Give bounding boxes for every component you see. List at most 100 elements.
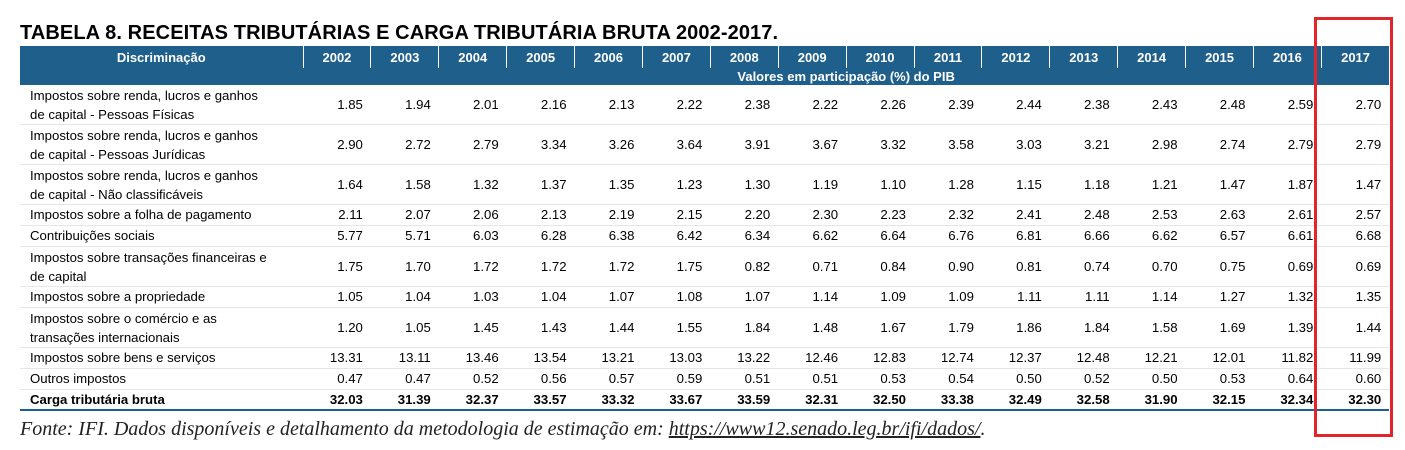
value-cell: 12.21 [1117,347,1186,369]
value-cell: 2.30 [778,204,847,226]
value-cell: 2.98 [1117,124,1186,165]
value-cell: 1.44 [1321,307,1390,348]
value-cell: 2.07 [370,204,439,226]
value-cell: 3.58 [914,124,982,165]
value-cell: 1.23 [642,164,711,205]
value-cell: 3.26 [574,124,643,165]
header-year: 2006 [574,46,643,68]
value-cell: 1.15 [981,164,1050,205]
table-row: Impostos sobre o comércio e as transações… [20,307,1390,348]
value-cell: 2.06 [438,204,507,226]
value-cell: 2.79 [1253,124,1322,165]
value-cell: 6.62 [778,225,847,247]
row-label: Impostos sobre a folha de pagamento [20,204,303,226]
value-cell: 1.84 [1049,307,1118,348]
value-cell: 13.22 [710,347,779,369]
value-cell: 0.64 [1253,368,1322,390]
total-label: Carga tributária bruta [20,389,303,411]
value-cell: 1.84 [710,307,779,348]
row-label-line: Impostos sobre renda, lucros e ganhos [30,167,258,183]
row-label-line: Impostos sobre a folha de pagamento [30,207,252,222]
table-row: Impostos sobre bens e serviços 13.31 13.11… [20,347,1390,369]
header-year: 2007 [642,46,711,68]
value-cell: 2.01 [438,85,507,125]
value-cell: 1.19 [778,164,847,205]
value-cell: 2.41 [981,204,1050,226]
source-suffix: . [980,418,986,440]
row-label-line: de capital - Não classificáveis [30,186,203,202]
value-cell: 1.32 [1253,286,1322,308]
value-cell: 32.50 [846,389,915,411]
header-year: 2012 [981,46,1051,68]
value-cell: 0.69 [1253,246,1322,287]
value-cell: 2.59 [1253,85,1322,125]
value-cell: 1.05 [303,286,371,308]
value-cell: 1.32 [438,164,507,205]
header-year: 2016 [1253,46,1322,68]
value-cell: 12.01 [1185,347,1254,369]
value-cell: 1.09 [914,286,982,308]
value-cell: 12.83 [846,347,915,369]
value-cell: 0.75 [1185,246,1254,287]
value-cell: 0.60 [1321,368,1390,390]
value-cell: 1.05 [370,307,439,348]
value-cell: 12.48 [1049,347,1118,369]
value-cell: 3.64 [642,124,711,165]
value-cell: 2.19 [574,204,643,226]
value-cell: 1.45 [438,307,507,348]
row-label: Impostos sobre a propriedade [20,286,303,308]
value-cell: 0.71 [778,246,847,287]
source-link[interactable]: https://www12.senado.leg.br/ifi/dados/ [668,418,981,440]
value-cell: 6.81 [981,225,1050,247]
value-cell: 33.32 [574,389,643,411]
value-cell: 2.16 [506,85,575,125]
value-cell: 32.49 [981,389,1050,411]
value-cell: 6.68 [1321,225,1390,247]
value-cell: 6.38 [574,225,643,247]
value-cell: 1.47 [1321,164,1390,205]
value-cell: 1.70 [370,246,439,287]
value-cell: 2.26 [846,85,915,125]
value-cell: 1.86 [981,307,1050,348]
row-label-line: Impostos sobre renda, lucros e ganhos [30,87,258,103]
value-cell: 12.74 [914,347,982,369]
row-label-line: Impostos sobre a propriedade [30,289,206,304]
value-cell: 1.28 [914,164,982,205]
row-label: Impostos sobre renda, lucros e ganhos de … [20,85,303,125]
header-year: 2004 [438,46,508,68]
value-cell: 1.10 [846,164,915,205]
value-cell: 11.99 [1321,347,1390,369]
value-cell: 2.44 [981,85,1050,125]
value-cell: 6.66 [1049,225,1118,247]
value-cell: 2.57 [1321,204,1390,226]
value-cell: 2.79 [1321,124,1390,165]
value-cell: 0.52 [1049,368,1118,390]
value-cell: 13.11 [370,347,439,369]
value-cell: 1.72 [438,246,507,287]
row-label: Impostos sobre renda, lucros e ganhos de … [20,124,303,165]
header-year: 2003 [370,46,440,68]
subheader-row: Valores em participação (%) do PIB [20,68,1390,85]
value-cell: 1.37 [506,164,575,205]
value-cell: 2.38 [1049,85,1118,125]
value-cell: 32.37 [438,389,507,411]
row-label-line: Contribuições sociais [30,228,155,243]
value-cell: 0.69 [1321,246,1390,287]
value-cell: 1.04 [506,286,575,308]
value-cell: 2.72 [370,124,439,165]
value-cell: 6.28 [506,225,575,247]
value-cell: 1.47 [1185,164,1254,205]
value-cell: 1.21 [1117,164,1186,205]
value-cell: 0.53 [1185,368,1254,390]
header-year: 2014 [1117,46,1187,68]
value-cell: 3.03 [981,124,1050,165]
value-cell: 13.21 [574,347,643,369]
value-cell: 32.34 [1253,389,1322,411]
value-cell: 2.74 [1185,124,1254,165]
value-cell: 13.03 [642,347,711,369]
year-header-row: Discriminação 2002 2003 2004 2005 2006 2007 20… [20,46,1390,68]
table-row: Impostos sobre a folha de pagamento 2.11 2… [20,204,1390,226]
value-cell: 1.75 [303,246,371,287]
header-year: 2002 [303,46,372,68]
value-cell: 2.32 [914,204,982,226]
